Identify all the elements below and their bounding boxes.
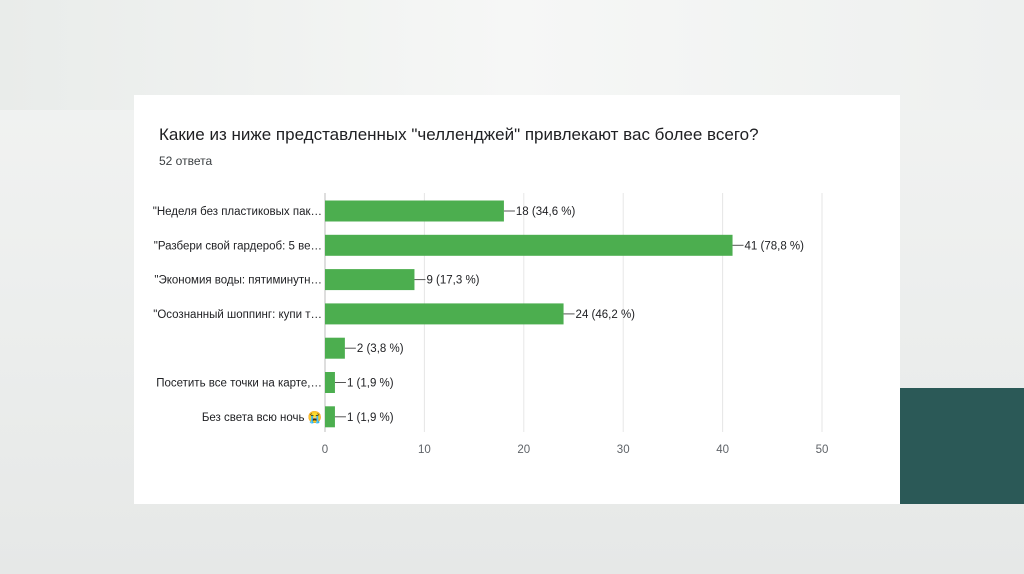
value-label: 24 (46,2 %) [576,309,636,321]
bar [325,234,733,256]
bar [325,200,504,222]
question-title: Какие из ниже представленных "челленджей… [159,125,759,144]
bar [325,269,415,291]
x-tick-label: 20 [517,444,530,456]
x-tick-label: 50 [816,444,829,456]
value-label: 1 (1,9 %) [347,378,394,390]
chart-card [134,95,900,504]
category-label: "Разбери свой гардероб: 5 ве… [154,240,322,252]
value-label: 2 (3,8 %) [357,343,404,355]
bar [325,337,345,359]
value-label: 41 (78,8 %) [745,240,805,252]
x-tick-label: 0 [322,444,328,456]
category-label: "Неделя без пластиковых пак… [153,206,322,218]
response-count: 52 ответа [159,154,213,168]
value-label: 1 (1,9 %) [347,412,394,424]
value-label: 18 (34,6 %) [516,206,576,218]
category-label: Посетить все точки на карте,… [156,378,322,390]
x-tick-label: 40 [716,444,729,456]
x-tick-label: 30 [617,444,630,456]
bar [325,372,335,393]
bar [325,303,564,325]
x-tick-label: 10 [418,444,431,456]
decorative-teal-block [900,388,1024,504]
category-label: "Экономия воды: пятиминутн… [154,275,322,287]
category-label: "Осознанный шоппинг: купи т… [153,309,322,321]
value-label: 9 (17,3 %) [426,275,479,287]
slide-background-band [0,0,1024,110]
category-label: Без света всю ночь 😭 [202,410,322,424]
bar [325,406,335,428]
